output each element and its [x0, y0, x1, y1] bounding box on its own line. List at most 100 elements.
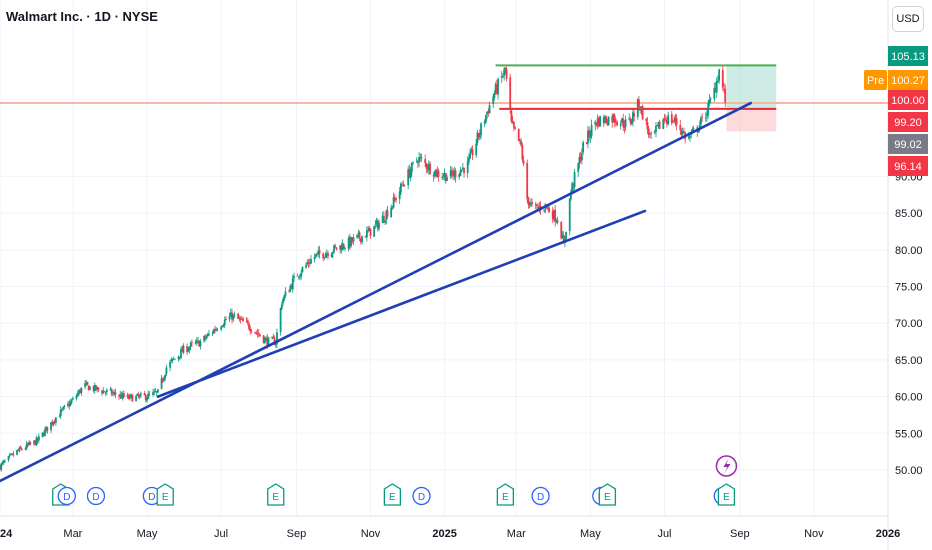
candle-body: [118, 395, 120, 397]
candle-body: [92, 386, 95, 391]
dividend-marker: D: [531, 486, 550, 506]
candle-body: [517, 128, 520, 141]
candle-body: [664, 119, 667, 121]
candle-body: [358, 232, 361, 239]
candle-body: [715, 80, 718, 93]
candle-body: [126, 395, 129, 398]
candle-body: [301, 267, 304, 273]
candle-body: [341, 243, 344, 251]
candle-body: [242, 318, 244, 322]
candle-body: [590, 125, 593, 137]
candle-body: [121, 393, 124, 399]
candle-body: [645, 118, 648, 122]
candle-body: [291, 278, 294, 290]
candle-body: [570, 191, 572, 200]
marker-letter: E: [272, 492, 279, 503]
candle-body: [344, 247, 346, 249]
candle-body: [709, 98, 712, 100]
candle-body: [432, 174, 435, 177]
candle-body: [334, 245, 337, 247]
earnings-marker: E: [383, 483, 402, 506]
earnings-marker: E: [267, 483, 285, 506]
candle-body: [662, 119, 665, 129]
candle-body: [657, 122, 660, 126]
earnings-marker: E: [717, 483, 736, 506]
candle-body: [724, 88, 727, 103]
candle-body: [393, 198, 396, 200]
candle-body: [605, 116, 608, 123]
candle-body: [110, 389, 113, 395]
x-tick-label: Sep: [287, 528, 307, 540]
candle-body: [458, 174, 461, 177]
candle-body: [147, 393, 150, 400]
candle-body: [717, 80, 719, 83]
candle-body: [50, 422, 52, 431]
candle-body: [350, 237, 352, 247]
price-label-text: 96.14: [894, 161, 922, 173]
candle-body: [543, 209, 546, 212]
candle-body: [385, 211, 388, 221]
candle-body: [375, 220, 378, 224]
candle-body: [97, 387, 100, 390]
candle-body: [492, 96, 495, 104]
candle-body: [187, 349, 190, 352]
candle-body: [265, 338, 267, 339]
candle-body: [548, 207, 550, 213]
candle-body: [240, 318, 243, 320]
candle-body: [561, 235, 564, 239]
candle-body: [580, 153, 583, 161]
candle-body: [597, 117, 600, 127]
candle-body: [368, 227, 371, 232]
price-label-text: 100.00: [891, 95, 925, 107]
candle-body: [565, 231, 567, 240]
candle-body: [478, 133, 481, 138]
candle-body: [123, 393, 125, 397]
candle-body: [613, 115, 616, 123]
candle-body: [424, 159, 427, 163]
candle-body: [223, 319, 226, 325]
candle-body: [636, 99, 639, 117]
candle-body: [104, 392, 107, 394]
candle-body: [170, 360, 173, 361]
candle-body: [398, 191, 401, 200]
candle-body: [500, 76, 503, 78]
loss-zone: [726, 108, 777, 132]
candle-body: [212, 329, 215, 334]
currency-button[interactable]: USD: [892, 6, 924, 32]
candle-body: [0, 463, 3, 470]
candle-body: [231, 312, 233, 320]
candle-body: [307, 262, 310, 264]
candle-body: [266, 337, 269, 346]
candle-body: [313, 256, 316, 260]
candle-body: [429, 163, 431, 174]
price-label-text: 105.13: [891, 51, 925, 63]
candle-body: [205, 336, 208, 339]
candle-body: [521, 145, 524, 160]
x-tick-label: Nov: [361, 528, 381, 540]
candle-body: [96, 387, 99, 390]
candle-body: [180, 349, 182, 358]
candle-body: [106, 389, 108, 392]
candle-body: [640, 106, 643, 111]
candle-body: [61, 409, 63, 411]
candle-body: [476, 132, 479, 143]
candle-body: [17, 450, 20, 451]
candle-body: [577, 163, 580, 172]
candle-body: [87, 385, 90, 391]
candle-body: [538, 206, 541, 209]
candle-body: [181, 348, 184, 353]
x-tick-label: Jul: [214, 528, 228, 540]
y-tick-label: 65.00: [895, 355, 923, 367]
candle-body: [534, 204, 537, 206]
candle-body: [249, 328, 252, 332]
candle-body: [130, 394, 133, 396]
candle-body: [70, 400, 73, 403]
candle-body: [340, 246, 343, 251]
candle-body: [531, 201, 533, 204]
candle-body: [62, 407, 65, 410]
candle-body: [59, 409, 62, 416]
candle-body: [351, 237, 354, 242]
candle-body: [595, 123, 598, 125]
candle-body: [12, 453, 15, 456]
